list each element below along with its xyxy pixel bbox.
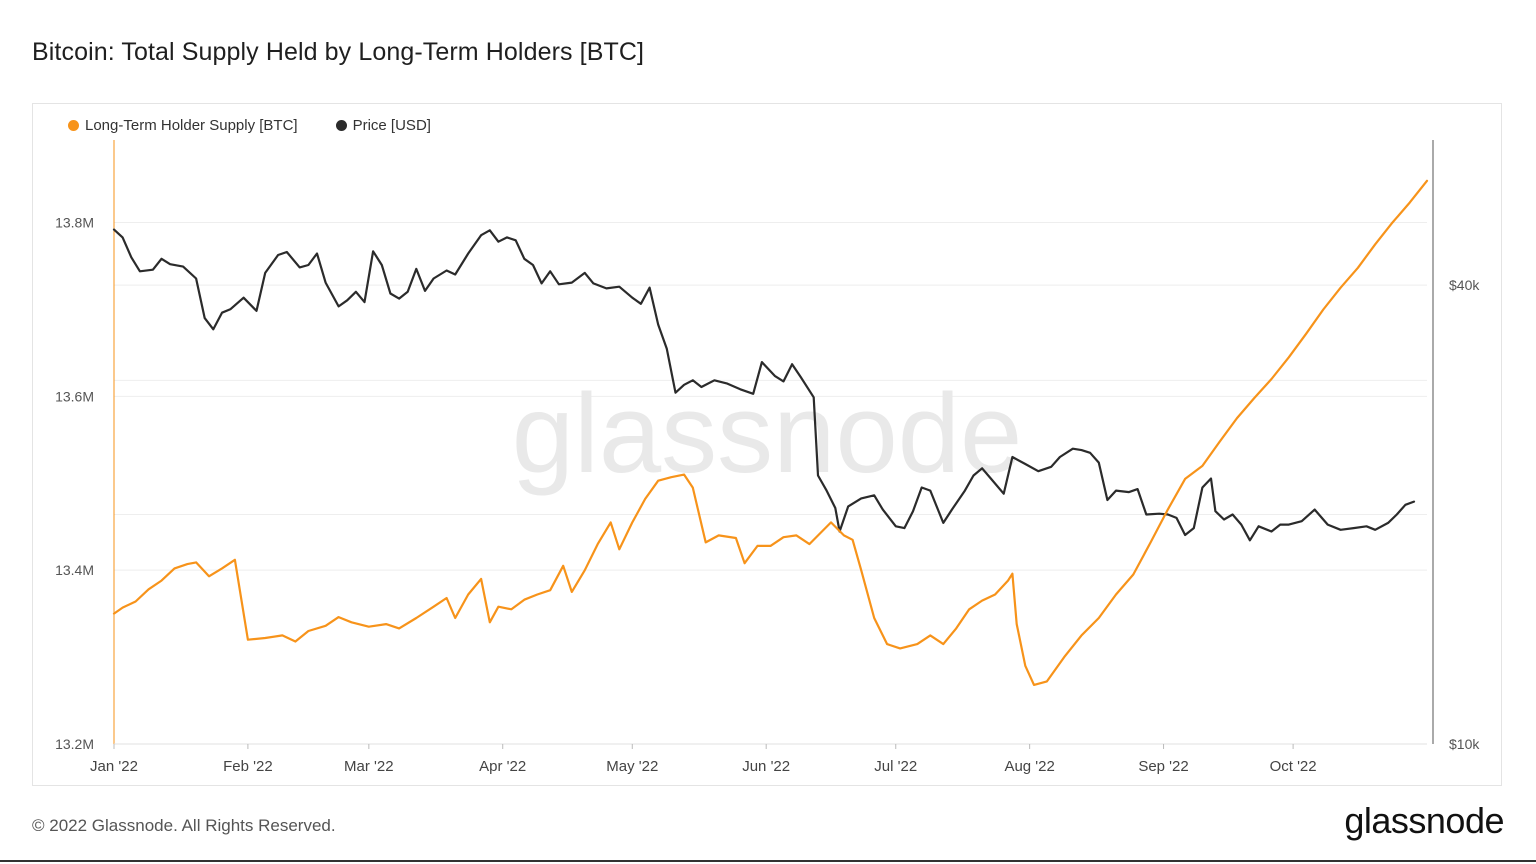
series-line-supply — [112, 179, 1429, 686]
x-tick-label: Jul '22 — [874, 758, 917, 775]
watermark: glassnode — [512, 371, 1023, 496]
x-tick-label: Sep '22 — [1138, 758, 1188, 775]
legend-label-supply: Long-Term Holder Supply [BTC] — [85, 117, 298, 134]
legend: Long-Term Holder Supply [BTC] Price [USD… — [68, 117, 431, 134]
x-tick-label: Feb '22 — [223, 758, 273, 775]
x-tick-label: Mar '22 — [344, 758, 394, 775]
x-tick-label: Apr '22 — [479, 758, 526, 775]
glassnode-logo[interactable]: glassnode — [1344, 800, 1504, 841]
x-tick-label: Oct '22 — [1270, 758, 1317, 775]
legend-dot-price — [335, 120, 347, 131]
x-tick-label: Aug '22 — [1004, 758, 1054, 775]
x-tick-label: Jan '22 — [90, 758, 138, 775]
y-left-tick-label: 13.4M — [55, 562, 94, 578]
y-right-tick-label: $10k — [1449, 736, 1480, 752]
chart-frame — [32, 103, 1502, 786]
y-right-tick-label: $40k — [1449, 277, 1480, 293]
legend-label-price: Price [USD] — [352, 117, 431, 134]
y-left-tick-label: 13.8M — [55, 215, 94, 231]
series-line-price — [112, 228, 1416, 542]
y-left-tick-label: 13.6M — [55, 388, 94, 404]
series-layer — [112, 179, 1429, 686]
bottom-divider — [0, 860, 1536, 862]
y-left-tick-label: 13.2M — [55, 736, 94, 752]
legend-item-supply[interactable]: Long-Term Holder Supply [BTC] — [68, 117, 298, 134]
legend-item-price[interactable]: Price [USD] — [335, 117, 431, 134]
copyright-text: © 2022 Glassnode. All Rights Reserved. — [32, 816, 336, 835]
x-tick-label: Jun '22 — [742, 758, 790, 775]
x-tick-label: May '22 — [606, 758, 658, 775]
legend-dot-supply — [68, 120, 79, 131]
axis-layer: 13.2M 13.4M 13.6M 13.8M $10k $40k Jan '22 Feb '… — [55, 140, 1480, 775]
chart-title: Bitcoin: Total Supply Held by Long-Term … — [32, 38, 645, 66]
